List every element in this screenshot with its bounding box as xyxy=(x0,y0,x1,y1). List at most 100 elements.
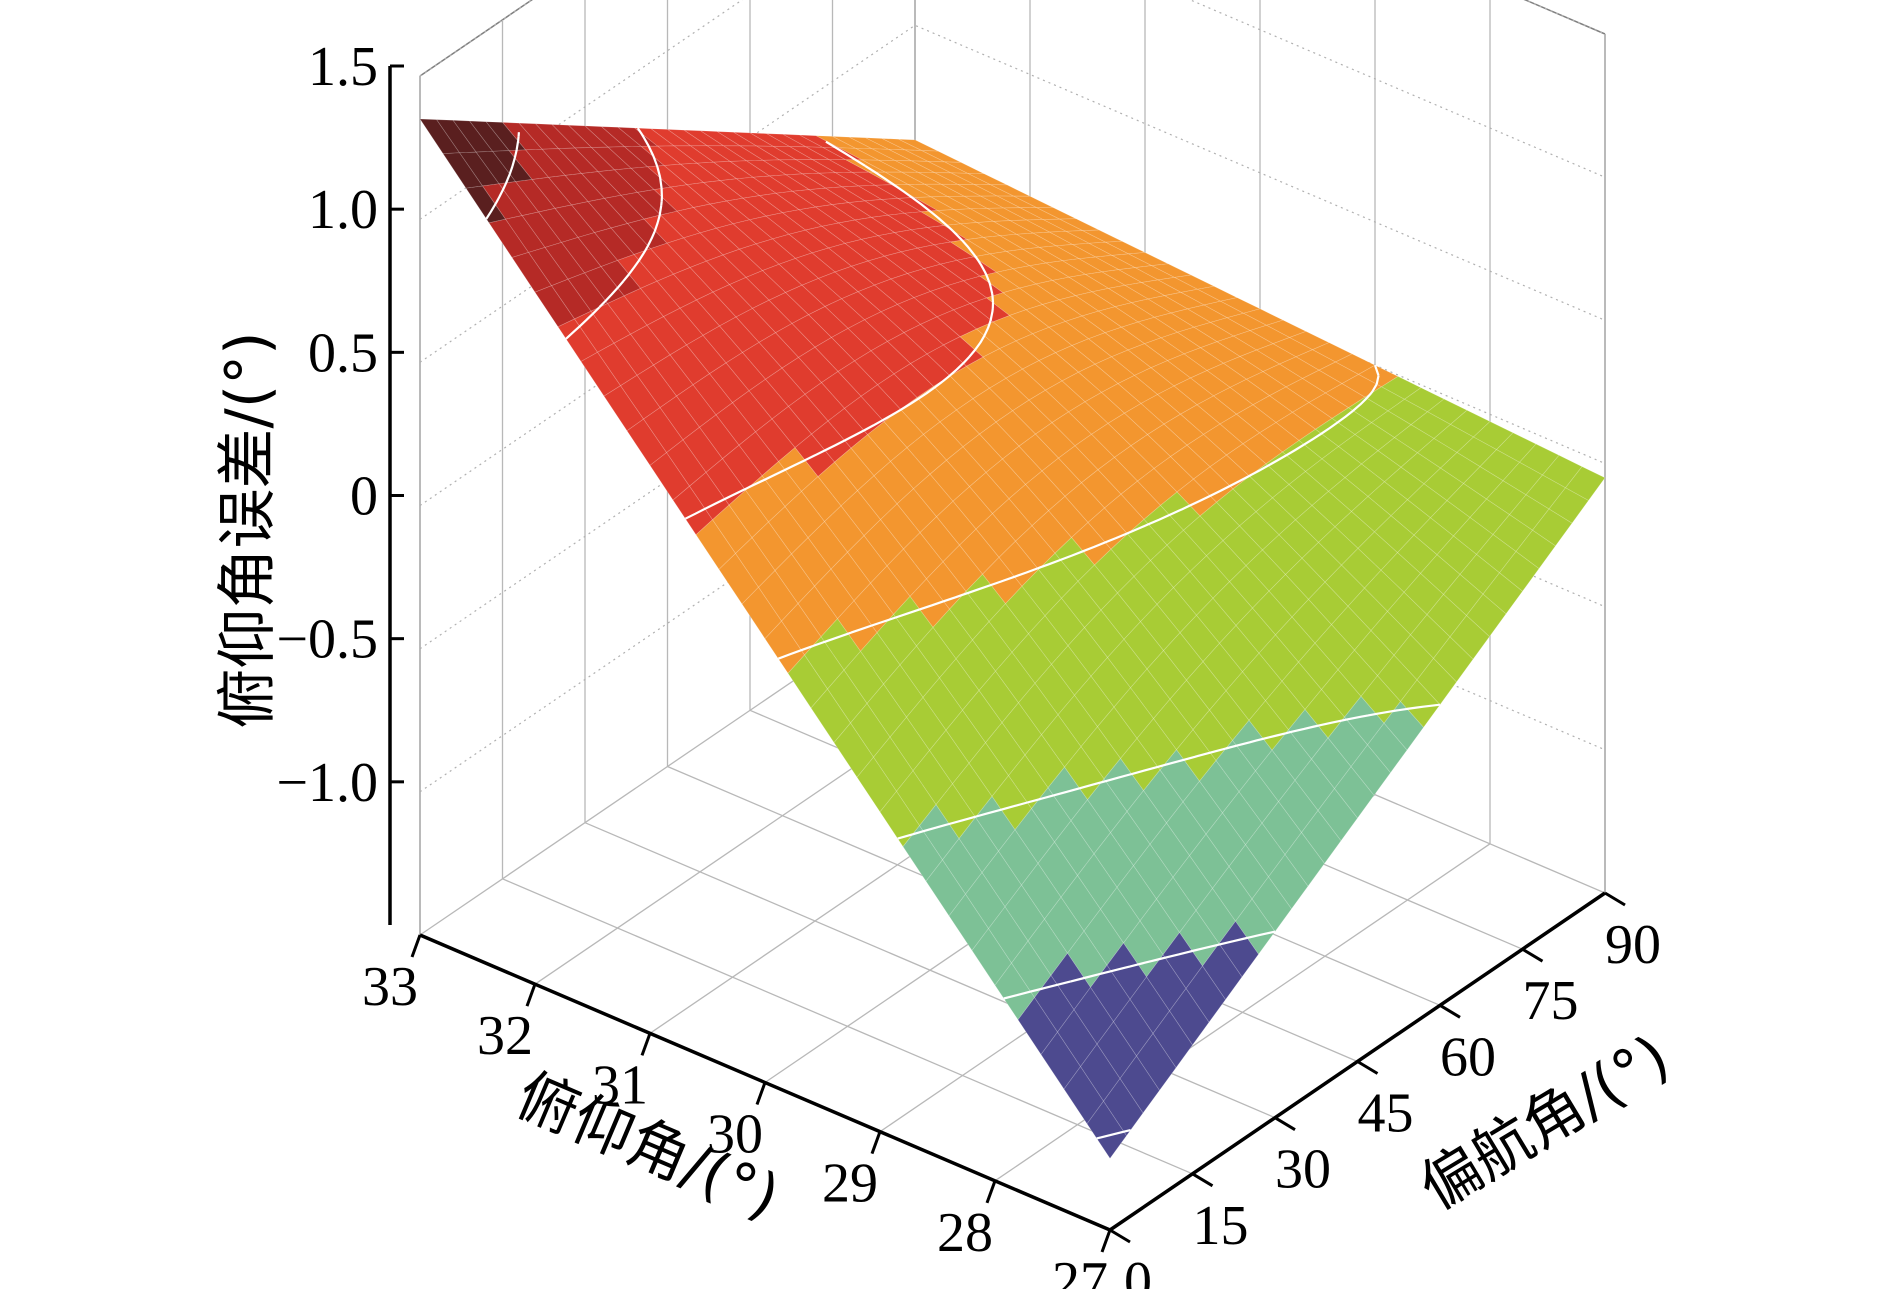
surface-patch xyxy=(873,460,914,505)
surface-patch xyxy=(1005,368,1047,401)
contour-line xyxy=(485,132,520,220)
z-tick-label: −0.5 xyxy=(276,609,378,671)
surface-patch xyxy=(682,426,723,473)
surface-patch xyxy=(626,218,668,250)
surface-patch xyxy=(639,280,681,318)
surface-patch xyxy=(742,195,784,217)
surface-patch xyxy=(902,825,943,882)
surface-patch xyxy=(682,129,725,147)
surface-patch xyxy=(778,258,820,286)
x-tick xyxy=(640,1032,652,1056)
surface-patch xyxy=(775,190,817,211)
surface-patch xyxy=(863,311,905,342)
surface-patch xyxy=(942,336,984,367)
surface-patch xyxy=(936,500,977,546)
surface-patch xyxy=(860,632,901,685)
surface-patch xyxy=(731,390,773,433)
axes xyxy=(388,64,1626,1253)
surface-patch xyxy=(672,145,715,164)
x-tick xyxy=(1100,1229,1112,1253)
surface-patch xyxy=(995,410,1037,447)
x-tick-label: 30 xyxy=(707,1104,763,1166)
surface-patch xyxy=(904,149,945,163)
surface-patch xyxy=(733,131,775,147)
grid-line xyxy=(419,0,1606,77)
y-tick-label: 75 xyxy=(1523,970,1579,1032)
surface-patch xyxy=(988,377,1030,412)
surface-patch xyxy=(906,433,947,475)
contour-line xyxy=(1096,1129,1131,1140)
surface-patch xyxy=(821,222,863,244)
x-tick-label: 27 xyxy=(1052,1251,1108,1289)
surface-patch xyxy=(982,348,1024,379)
surface-patch xyxy=(969,472,1010,515)
surface-patch xyxy=(682,232,724,262)
surface-patch xyxy=(948,893,989,952)
grid-line xyxy=(419,0,1606,220)
surface-patch xyxy=(807,521,848,570)
surface-patch xyxy=(973,184,1014,197)
surface-patch xyxy=(511,251,553,293)
surface-patch xyxy=(854,217,896,237)
surface-patch xyxy=(873,736,914,792)
surface-patch xyxy=(959,528,1000,575)
surface-patch xyxy=(629,324,671,366)
surface-patch xyxy=(1004,884,1045,942)
x-tick-label: 31 xyxy=(592,1054,648,1116)
surface-patch xyxy=(992,220,1035,235)
surface-patch xyxy=(929,729,970,785)
surface-patch xyxy=(768,292,810,324)
z-tick-label: 1.5 xyxy=(308,36,378,98)
surface-patch xyxy=(811,420,852,463)
surface-patch xyxy=(972,621,1013,672)
surface-patch xyxy=(419,118,461,154)
surface-patch xyxy=(715,131,758,147)
surface-patch xyxy=(781,603,822,656)
surface-patch xyxy=(985,292,1027,316)
surface-patch xyxy=(886,212,929,231)
surface-patch xyxy=(824,186,867,203)
surface-patch xyxy=(940,183,981,197)
surface-patch xyxy=(735,176,777,196)
surface-patch xyxy=(894,160,935,173)
surface-patch xyxy=(715,223,757,250)
y-tick xyxy=(1604,891,1626,907)
surface-patch xyxy=(913,473,954,518)
surface-patch xyxy=(603,194,645,224)
x-tick-label: 28 xyxy=(937,1202,993,1264)
surface-patch xyxy=(888,148,929,162)
surface-patch xyxy=(979,271,1021,294)
surface-patch xyxy=(899,397,941,435)
surface-patch xyxy=(771,233,813,259)
surface-patch xyxy=(787,654,828,709)
surface-patch xyxy=(656,145,698,165)
surface-patch xyxy=(811,247,853,273)
surface-patch xyxy=(1008,219,1051,234)
surface-patch xyxy=(965,237,1008,255)
surface-patch xyxy=(652,354,694,397)
surface-patch xyxy=(804,636,845,690)
surface-patch xyxy=(866,683,907,738)
surface-patch xyxy=(991,775,1032,831)
surface-patch xyxy=(1011,940,1052,999)
contour-line xyxy=(565,127,663,340)
surface-patch xyxy=(488,218,530,258)
surface-patch xyxy=(534,123,576,149)
surface-patch xyxy=(998,540,1039,587)
surface-patch xyxy=(840,185,883,202)
surface-patch xyxy=(896,297,938,325)
surface-patch xyxy=(838,147,879,161)
surface-patch xyxy=(745,159,788,177)
surface-patch xyxy=(580,171,622,199)
y-tick-label: 0 xyxy=(1124,1251,1152,1289)
contour-line xyxy=(1003,930,1277,1000)
z-tick-label: 1.0 xyxy=(308,179,378,241)
y-tick xyxy=(1274,1116,1296,1131)
surface-patch xyxy=(850,260,892,286)
y-tick-label: 15 xyxy=(1193,1195,1249,1257)
surface-patch xyxy=(1005,248,1047,267)
z-tick-label: 0.5 xyxy=(308,322,378,384)
y-tick xyxy=(1439,1004,1461,1019)
x-tick xyxy=(410,934,422,958)
